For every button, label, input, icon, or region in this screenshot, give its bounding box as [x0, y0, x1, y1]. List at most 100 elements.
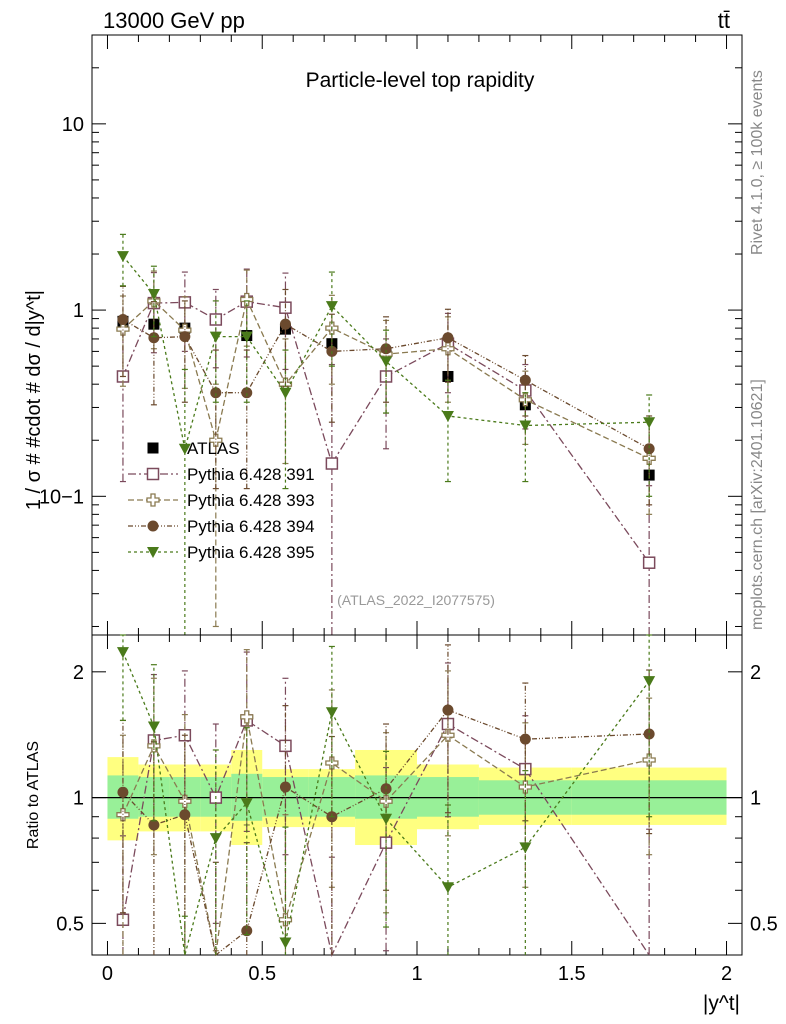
data-point-py394 [117, 314, 129, 326]
data-point-py394 [380, 343, 392, 355]
legend-entry-py393: Pythia 6.428 393 [128, 491, 315, 510]
data-point-py395 [325, 707, 338, 719]
legend-marker-atlas [147, 442, 159, 454]
ratio-y-tick-label-right: 1 [750, 788, 761, 810]
analysis-watermark: (ATLAS_2022_I2077575) [337, 592, 495, 608]
data-point-py393 [209, 433, 223, 447]
legend-entry-atlas: ATLAS [147, 439, 240, 458]
legend-label-atlas: ATLAS [187, 439, 240, 458]
ratio-y-axis-label: Ratio to ATLAS [25, 741, 42, 849]
x-tick-label: 1.5 [558, 963, 586, 985]
data-point-py394 [279, 318, 291, 330]
series-py394 [117, 644, 655, 957]
data-point-py395 [209, 833, 222, 845]
legend-marker-py394 [147, 520, 159, 532]
data-point-py394 [241, 925, 253, 937]
legend: ATLAS Pythia 6.428 391 Pythia 6.428 393 Pyt… [128, 439, 315, 562]
data-point-py394 [442, 704, 454, 716]
data-point-py393 [325, 756, 339, 770]
x-ticks: 0 0.5 1 1.5 2 [102, 635, 732, 985]
series-line-py394 [122, 709, 650, 957]
data-point-py395 [441, 882, 454, 894]
data-point-py395 [279, 387, 292, 399]
data-point-py394 [519, 733, 531, 745]
data-point-py395 [178, 443, 191, 455]
main-panel: Particle-level top rapidity (ATLAS_2022_… [23, 34, 743, 636]
data-point-py394 [148, 819, 160, 831]
data-point-py395 [240, 331, 253, 343]
main-y-tick-label: 1 [73, 300, 84, 322]
x-tick-label: 0.5 [248, 963, 276, 985]
ratio-series [116, 634, 656, 957]
legend-label-py395: Pythia 6.428 395 [187, 543, 315, 562]
data-point-py395 [519, 420, 532, 432]
legend-label-py393: Pythia 6.428 393 [187, 491, 315, 510]
data-point-py393 [240, 710, 254, 724]
legend-entry-py391: Pythia 6.428 391 [128, 465, 315, 484]
data-point-py395 [519, 842, 532, 854]
x-tick-label: 0 [102, 963, 113, 985]
chart-title: Particle-level top rapidity [306, 69, 535, 92]
data-point-py395 [643, 417, 656, 429]
legend-entry-py394: Pythia 6.428 394 [128, 517, 315, 536]
ratio-y-tick-label: 1 [73, 788, 84, 810]
rivet-label: Rivet 4.1.0, ≥ 100k events [749, 70, 766, 255]
x-tick-label: 1 [411, 963, 422, 985]
legend-marker-py395 [147, 547, 159, 558]
data-point-py394 [179, 331, 191, 343]
data-point-py394 [210, 387, 222, 399]
main-y-tick-label: 10 [62, 114, 84, 136]
x-axis-label: |y^t| [703, 992, 740, 1015]
ratio-y-tick-label: 0.5 [56, 913, 84, 935]
data-point-py395 [643, 676, 656, 688]
data-point-py394 [519, 374, 531, 386]
main-y-ticks: 10 1 10−1 [39, 34, 742, 635]
x-tick-label: 2 [721, 963, 732, 985]
data-point-py393 [240, 292, 254, 307]
data-point-py395 [116, 251, 129, 263]
ratio-y-tick-label-right: 0.5 [750, 913, 778, 935]
data-point-py395 [147, 721, 160, 733]
legend-label-py391: Pythia 6.428 391 [187, 465, 315, 484]
data-point-py393 [278, 913, 293, 927]
ratio-panel: Ratio to ATLAS |y^t| 2 2 1 1 0.5 0.5 0 0.5 1 1.5… [25, 634, 778, 1015]
mcplots-label: mcplots.cern.ch [arXiv:2401.10621] [749, 379, 766, 630]
data-point-py394 [643, 728, 655, 740]
main-series [116, 233, 656, 635]
legend-marker-py393 [146, 493, 160, 507]
series-py395 [116, 233, 656, 635]
ratio-y-tick-label: 2 [73, 662, 84, 684]
data-point-py391 [209, 313, 223, 326]
data-point-py394 [117, 786, 129, 798]
data-point-py393 [379, 794, 393, 808]
series-py395 [116, 634, 656, 956]
data-point-py395 [116, 647, 129, 659]
ratio-y-ticks: 2 2 1 1 0.5 0.5 [56, 662, 778, 936]
data-point-py394 [442, 332, 454, 344]
data-point-py395 [147, 288, 160, 300]
data-point-py395 [441, 410, 454, 422]
legend-label-py394: Pythia 6.428 394 [187, 517, 315, 536]
ratio-bands [92, 749, 742, 846]
main-y-axis-label: 1 / σ # #cdot # dσ / d|y^t| [23, 290, 45, 510]
legend-entry-py395: Pythia 6.428 395 [128, 543, 315, 562]
data-point-py394 [241, 387, 253, 399]
data-point-py394 [643, 443, 655, 455]
header-left-label: 13000 GeV pp [103, 8, 245, 33]
data-point-py395 [279, 937, 292, 949]
data-point-py393 [441, 728, 455, 742]
data-point-py395 [209, 331, 222, 343]
data-point-py394 [179, 809, 191, 821]
data-point-py395 [325, 301, 338, 313]
ratio-y-tick-label-right: 2 [750, 662, 761, 684]
legend-marker-py391 [146, 467, 160, 481]
header-right-label: tt̄ [718, 8, 730, 33]
series-line-py394 [122, 318, 650, 450]
data-point-py395 [380, 356, 393, 368]
data-point-py395 [380, 813, 393, 825]
data-point-py391 [325, 457, 339, 470]
data-point-py393 [116, 322, 130, 336]
data-point-py395 [240, 798, 253, 810]
data-point-py391 [642, 556, 656, 569]
